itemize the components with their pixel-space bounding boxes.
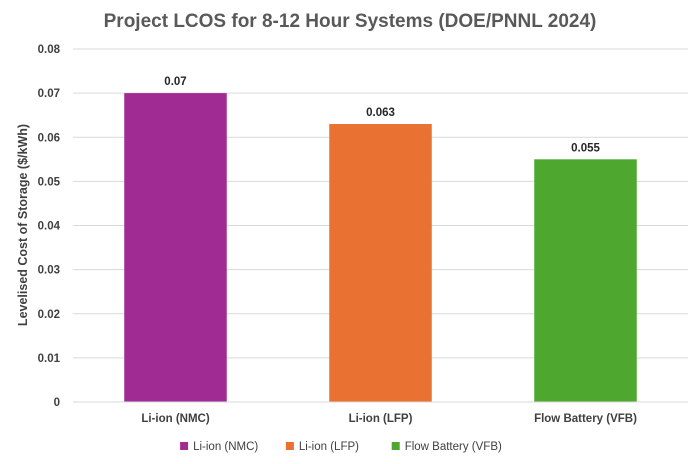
data-label: 0.055 xyxy=(571,142,600,154)
legend-label: Flow Battery (VFB) xyxy=(405,441,502,453)
bar xyxy=(124,93,227,402)
x-tick-label: Li-ion (LFP) xyxy=(349,413,413,425)
legend-label: Li-ion (NMC) xyxy=(193,441,258,453)
data-labels: 0.07 0.063 0.055 xyxy=(164,76,600,154)
y-tick-label: 0 xyxy=(54,397,60,409)
bar xyxy=(329,124,432,402)
y-tick-label: 0.04 xyxy=(38,221,61,233)
legend-swatch xyxy=(285,442,294,450)
bar xyxy=(534,159,637,402)
chart-title: Project LCOS for 8-12 Hour Systems (DOE/… xyxy=(104,11,597,32)
bars xyxy=(124,93,637,402)
y-tick-label: 0.01 xyxy=(38,353,61,365)
x-tick-label: Li-ion (NMC) xyxy=(141,413,210,425)
legend-swatch xyxy=(180,442,189,450)
y-axis-label: Levelised Cost of Storage ($/kWh) xyxy=(16,124,30,326)
x-tick-label: Flow Battery (VFB) xyxy=(534,413,637,425)
legend-swatch xyxy=(391,442,400,450)
legend-label: Li-ion (LFP) xyxy=(299,441,359,453)
y-tick-label: 0.05 xyxy=(38,176,61,188)
y-tick-label: 0.02 xyxy=(38,309,60,321)
y-axis-ticks: 0 0.01 0.02 0.03 0.04 0.05 0.06 0.07 0.08 xyxy=(38,44,61,409)
data-label: 0.07 xyxy=(164,76,186,88)
legend: Li-ion (NMC) Li-ion (LFP) Flow Battery (VF… xyxy=(180,441,502,453)
x-axis-ticks: Li-ion (NMC) Li-ion (LFP) Flow Battery (VF… xyxy=(141,413,637,425)
y-tick-label: 0.07 xyxy=(38,88,60,100)
y-tick-label: 0.03 xyxy=(38,265,60,277)
y-tick-label: 0.06 xyxy=(38,132,60,144)
y-tick-label: 0.08 xyxy=(38,44,61,56)
data-label: 0.063 xyxy=(366,107,395,119)
